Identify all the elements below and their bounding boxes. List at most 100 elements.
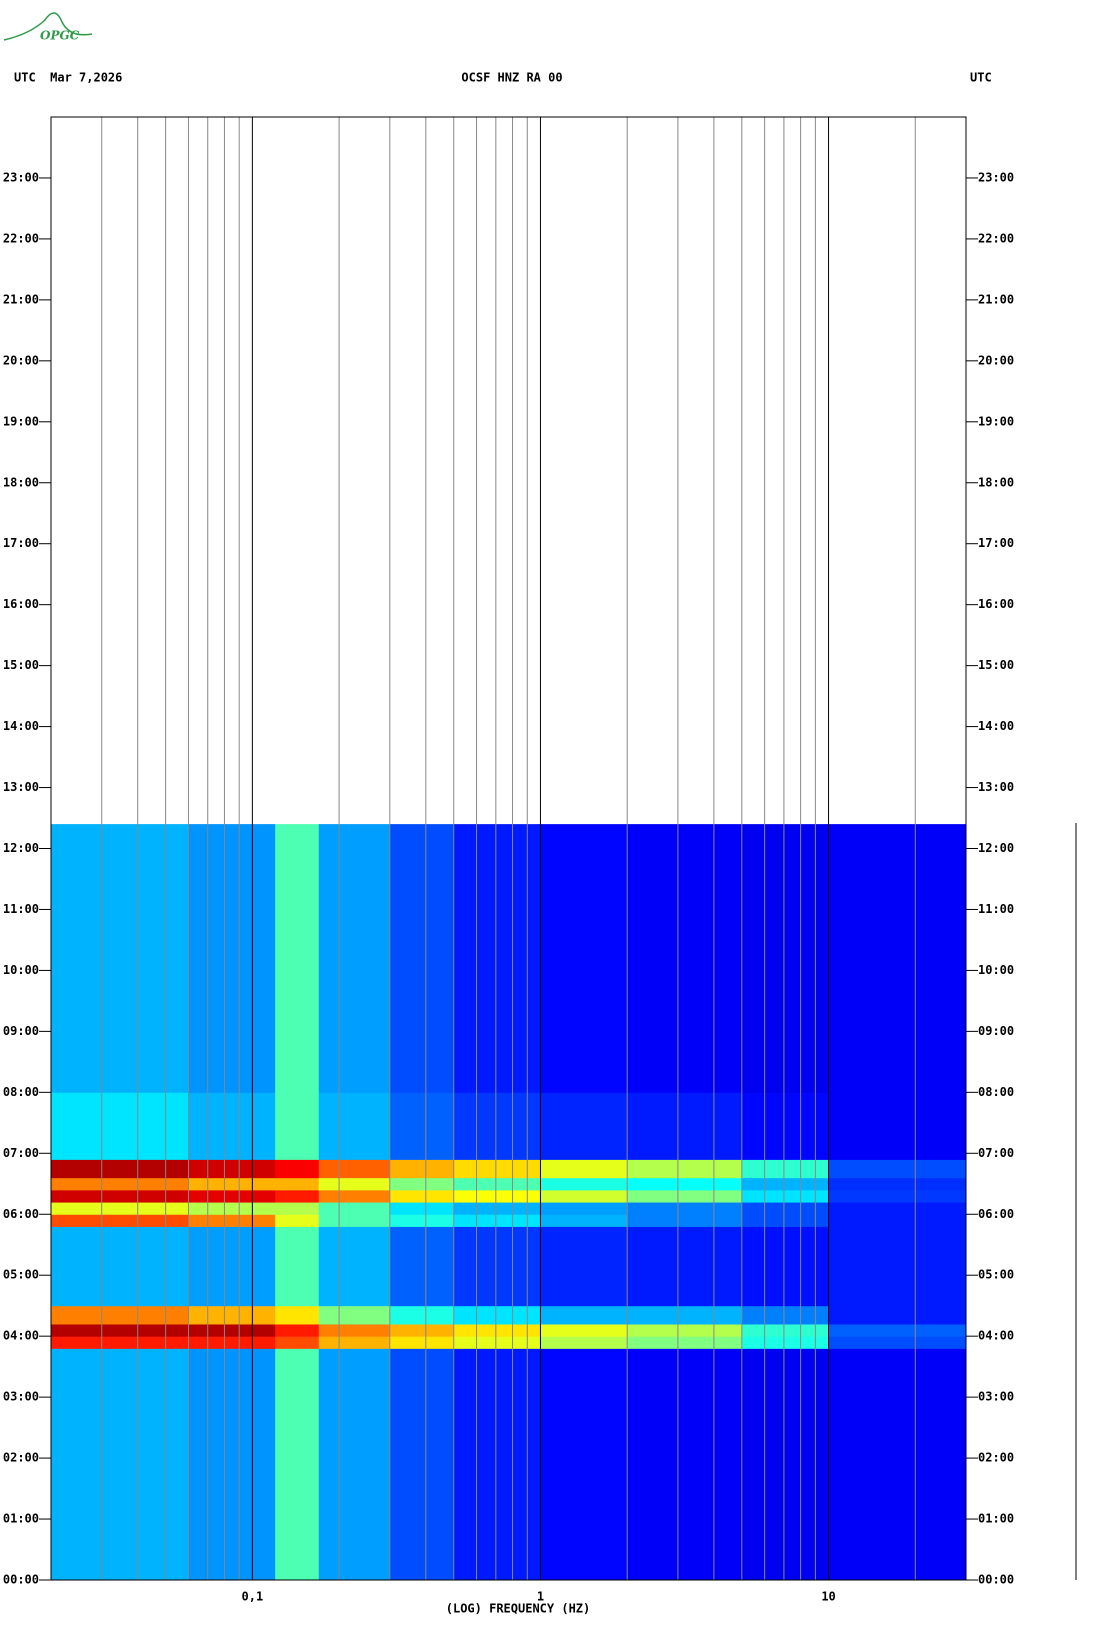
heat-cell bbox=[627, 1336, 743, 1349]
heat-cell bbox=[540, 1189, 628, 1203]
heat-cell bbox=[389, 1177, 455, 1191]
heat-cell bbox=[741, 1202, 830, 1215]
heat-cell bbox=[188, 1214, 276, 1227]
y-tick-label: 00:00 bbox=[978, 1573, 1014, 1587]
heat-cell bbox=[188, 1226, 276, 1307]
y-tick-label: 01:00 bbox=[3, 1512, 39, 1526]
heat-cell bbox=[627, 1226, 743, 1307]
y-tick-label: 17:00 bbox=[3, 536, 39, 550]
heat-cell bbox=[51, 824, 189, 1093]
y-tick-label: 21:00 bbox=[978, 292, 1014, 306]
heat-cell bbox=[828, 1226, 967, 1307]
y-tick-label: 21:00 bbox=[3, 292, 39, 306]
heat-cell bbox=[188, 824, 276, 1093]
heat-cell bbox=[389, 1092, 455, 1160]
y-tick-label: 14:00 bbox=[3, 719, 39, 733]
y-tick-label: 02:00 bbox=[3, 1451, 39, 1465]
chart-title: OCSF HNZ RA 00 bbox=[461, 71, 562, 85]
heat-cell bbox=[741, 1177, 830, 1191]
heat-cell bbox=[51, 1189, 189, 1203]
y-tick-label: 10:00 bbox=[3, 963, 39, 977]
heat-cell bbox=[51, 1202, 189, 1215]
heat-cell bbox=[389, 1159, 455, 1179]
y-tick-label: 20:00 bbox=[3, 353, 39, 367]
heat-cell bbox=[275, 1336, 320, 1349]
y-tick-label: 03:00 bbox=[978, 1390, 1014, 1404]
heat-cell bbox=[741, 1323, 830, 1337]
heat-cell bbox=[188, 1159, 276, 1179]
heat-cell bbox=[828, 1177, 967, 1191]
heat-cell bbox=[453, 1159, 541, 1179]
heat-cell bbox=[828, 1348, 967, 1581]
heat-cell bbox=[188, 1305, 276, 1325]
y-tick-label: 14:00 bbox=[978, 719, 1014, 733]
x-tick-label: 1 bbox=[537, 1590, 544, 1604]
heat-cell bbox=[318, 1092, 391, 1160]
heat-cell bbox=[540, 1336, 628, 1349]
heat-cell bbox=[318, 1159, 391, 1179]
heat-cell bbox=[318, 1202, 391, 1215]
heat-cell bbox=[540, 1177, 628, 1191]
heat-cell bbox=[453, 1305, 541, 1325]
heat-cell bbox=[51, 1226, 189, 1307]
y-tick-label: 08:00 bbox=[3, 1085, 39, 1099]
x-tick-label: 0,1 bbox=[242, 1590, 264, 1604]
y-tick-label: 22:00 bbox=[3, 231, 39, 245]
y-tick-label: 22:00 bbox=[978, 231, 1014, 245]
y-tick-label: 06:00 bbox=[978, 1207, 1014, 1221]
heat-cell bbox=[275, 1348, 320, 1581]
y-tick-label: 02:00 bbox=[978, 1451, 1014, 1465]
heat-cell bbox=[627, 1092, 743, 1160]
x-axis-label: (LOG) FREQUENCY (HZ) bbox=[446, 1602, 591, 1616]
heat-cell bbox=[188, 1202, 276, 1215]
heat-cell bbox=[540, 1214, 628, 1227]
heat-cell bbox=[627, 1159, 743, 1179]
y-tick-label: 01:00 bbox=[978, 1512, 1014, 1526]
heat-cell bbox=[627, 1214, 743, 1227]
heat-cell bbox=[453, 1214, 541, 1227]
y-tick-label: 07:00 bbox=[3, 1146, 39, 1160]
x-tick-label: 10 bbox=[821, 1590, 835, 1604]
heat-cell bbox=[453, 1202, 541, 1215]
heat-cell bbox=[389, 1226, 455, 1307]
heat-cell bbox=[540, 1202, 628, 1215]
heat-cell bbox=[828, 1189, 967, 1203]
y-tick-label: 12:00 bbox=[978, 841, 1014, 855]
y-tick-label: 09:00 bbox=[3, 1024, 39, 1038]
y-tick-label: 19:00 bbox=[3, 414, 39, 428]
heat-cell bbox=[275, 1092, 320, 1160]
heat-cell bbox=[318, 1189, 391, 1203]
heat-cell bbox=[828, 824, 967, 1093]
heat-cell bbox=[318, 1348, 391, 1581]
heat-cell bbox=[275, 1214, 320, 1227]
heat-cell bbox=[275, 1323, 320, 1337]
heat-cell bbox=[828, 1159, 967, 1179]
heat-cell bbox=[540, 824, 628, 1093]
heat-cell bbox=[741, 1348, 830, 1581]
y-tick-label: 03:00 bbox=[3, 1390, 39, 1404]
heat-cell bbox=[188, 1177, 276, 1191]
y-tick-label: 12:00 bbox=[3, 841, 39, 855]
heat-cell bbox=[275, 1177, 320, 1191]
heat-cell bbox=[275, 824, 320, 1093]
heat-cell bbox=[188, 1336, 276, 1349]
heat-cell bbox=[318, 1336, 391, 1349]
heat-cell bbox=[389, 1305, 455, 1325]
heat-cell bbox=[51, 1348, 189, 1581]
heat-cell bbox=[741, 1336, 830, 1349]
y-tick-label: 19:00 bbox=[978, 414, 1014, 428]
heat-cell bbox=[188, 1348, 276, 1581]
heat-cell bbox=[540, 1305, 628, 1325]
heat-cell bbox=[828, 1202, 967, 1215]
heat-cell bbox=[51, 1177, 189, 1191]
heat-cell bbox=[627, 1348, 743, 1581]
y-tick-label: 00:00 bbox=[3, 1573, 39, 1587]
heat-cell bbox=[275, 1189, 320, 1203]
heat-cell bbox=[453, 1092, 541, 1160]
heat-cell bbox=[188, 1092, 276, 1160]
heat-cell bbox=[389, 1214, 455, 1227]
heat-cell bbox=[275, 1202, 320, 1215]
heat-cell bbox=[627, 1202, 743, 1215]
heat-cell bbox=[627, 1305, 743, 1325]
